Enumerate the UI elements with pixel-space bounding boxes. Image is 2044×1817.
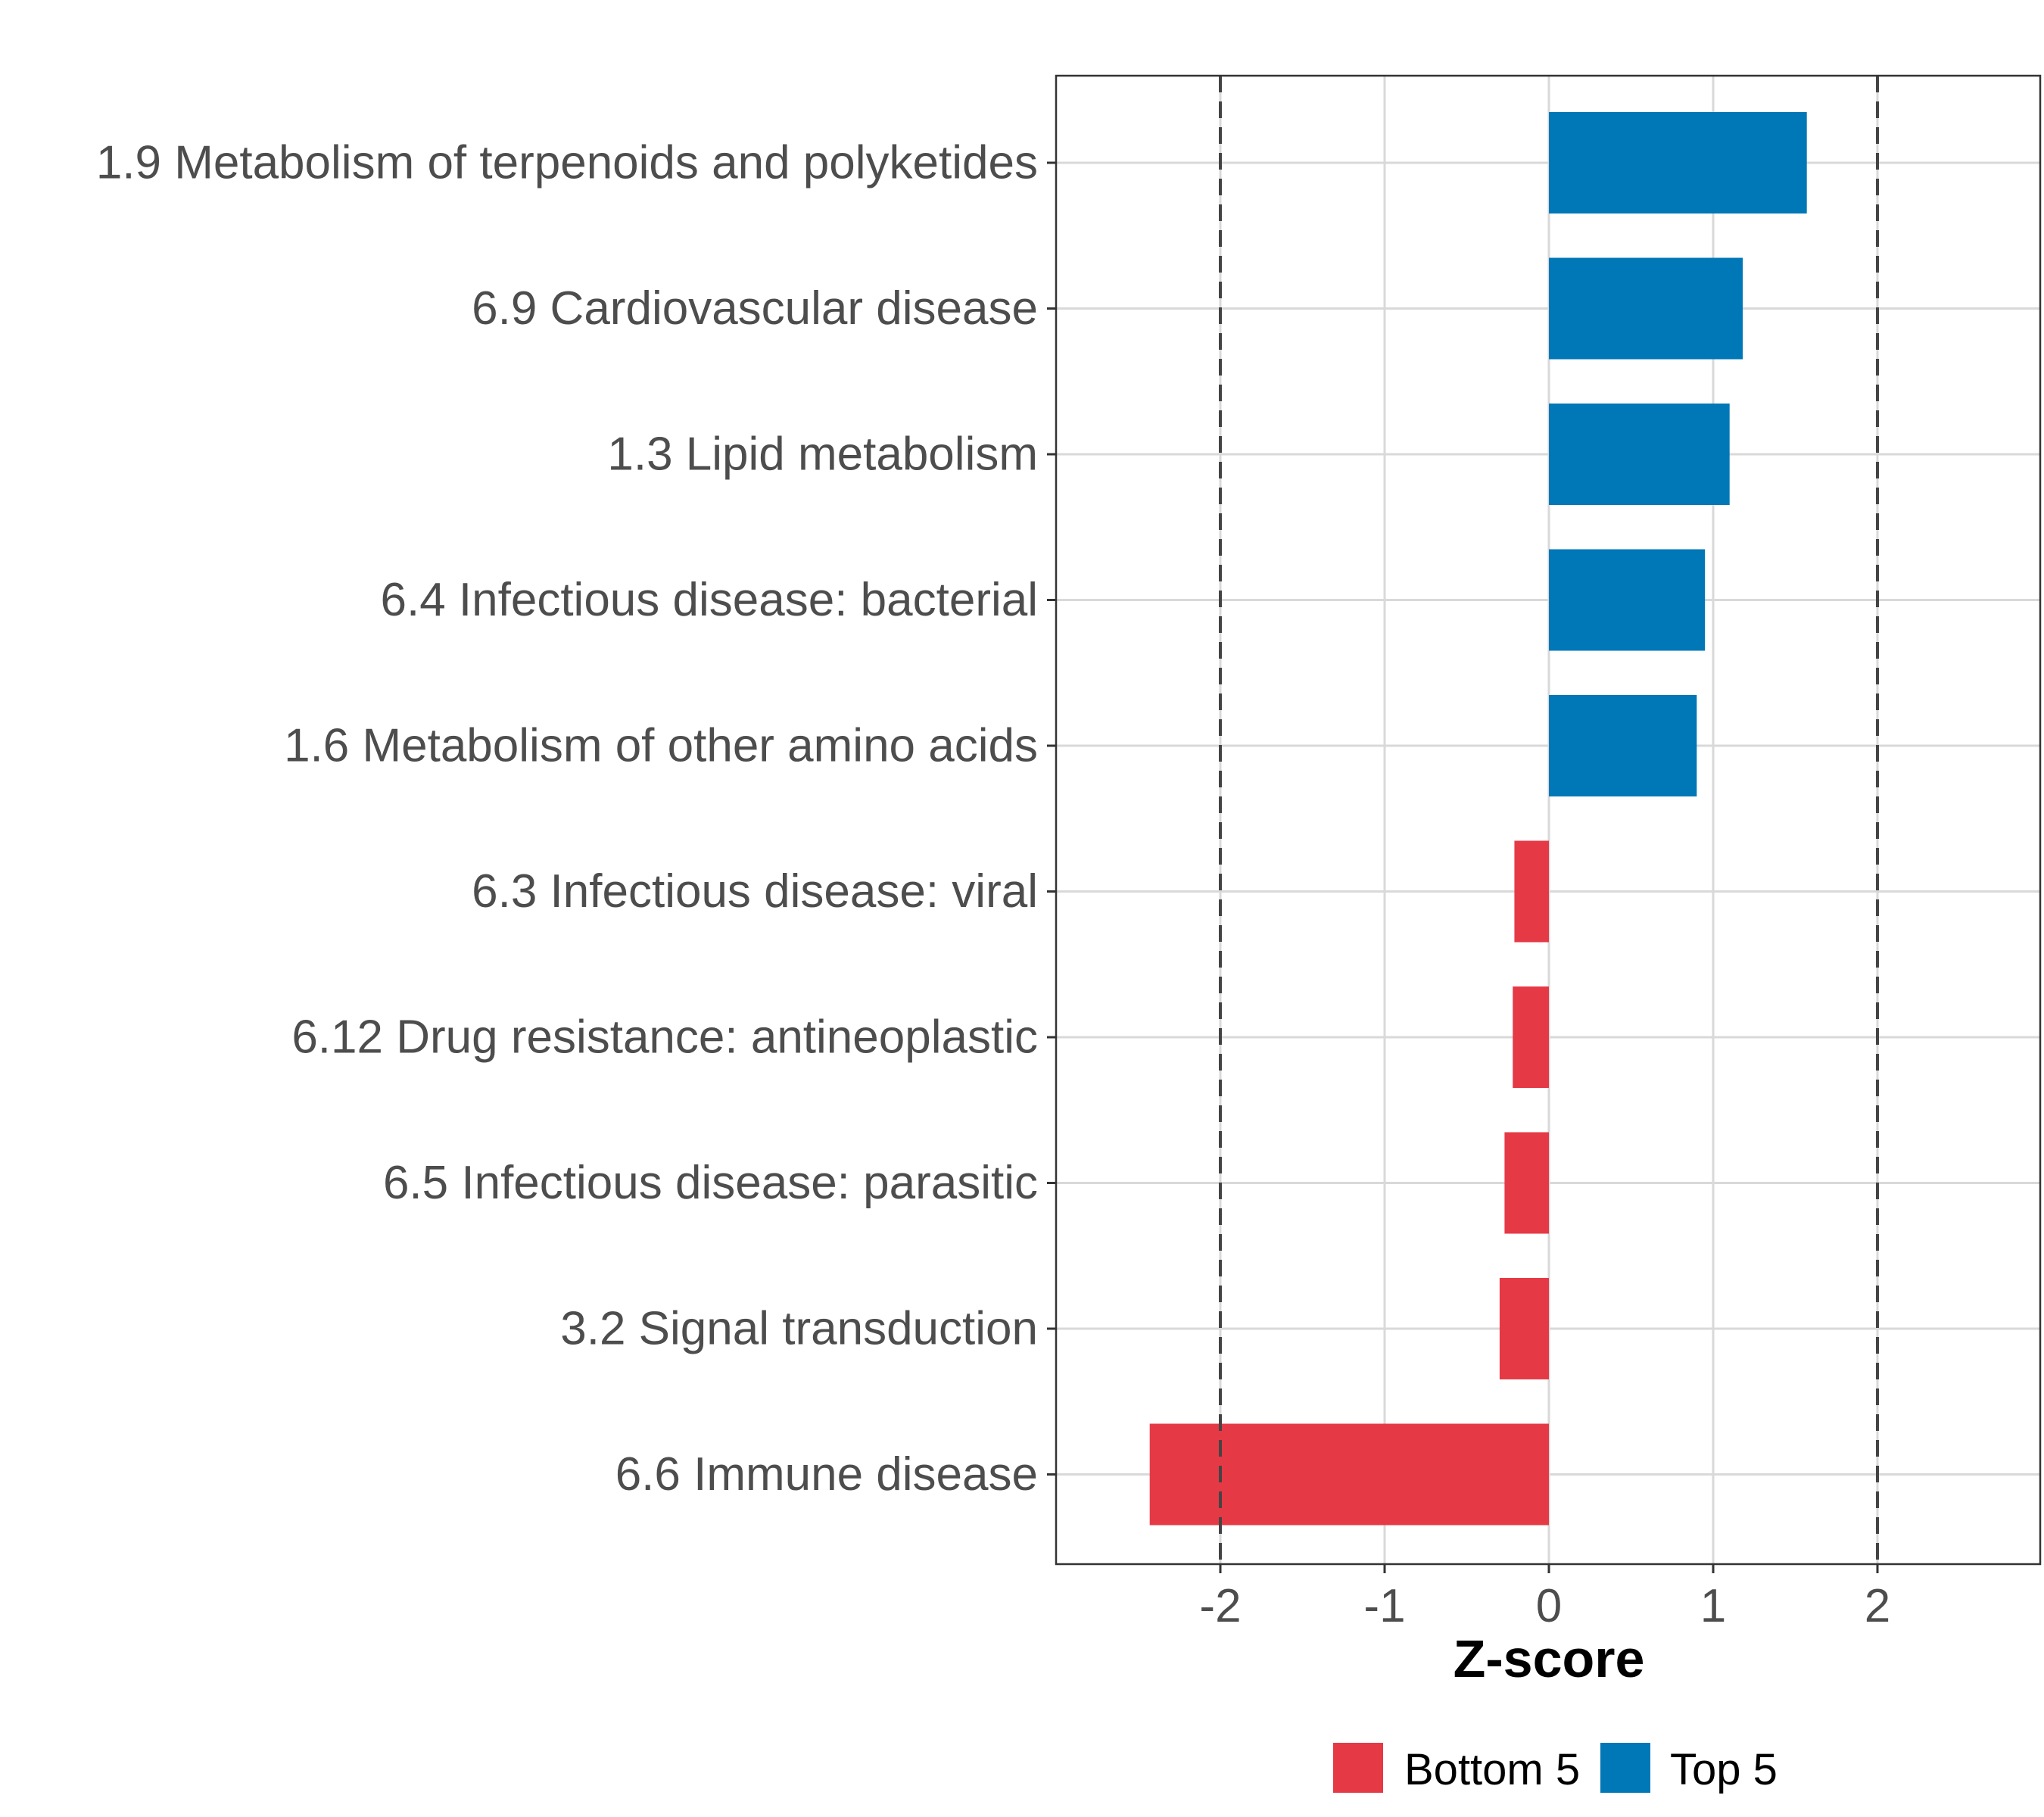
- bar-6-9-cardiovascular-disease: [1549, 257, 1743, 360]
- legend-label-bottom-5: Bottom 5: [1404, 1745, 1580, 1794]
- bar-6-4-infectious-disease-bacterial: [1549, 549, 1706, 651]
- category-label-1-9-metabolism-of-terpenoids-and-polyketides: 1.9 Metabolism of terpenoids and polyket…: [96, 137, 1038, 189]
- legend-swatch-bottom-5: [1333, 1743, 1383, 1793]
- bar-1-6-metabolism-of-other-amino-acids: [1549, 695, 1697, 796]
- x-tick-label--1: -1: [1363, 1580, 1405, 1632]
- reference-lines: [1219, 76, 1879, 1564]
- category-label-6-12-drug-resistance-antineoplastic: 6.12 Drug resistance: antineoplastic: [291, 1011, 1038, 1064]
- bar-6-5-infectious-disease-parasitic: [1504, 1132, 1549, 1234]
- x-tick-label-2: 2: [1865, 1580, 1890, 1632]
- x-axis-title: Z-score: [1454, 1629, 1645, 1688]
- bar-6-12-drug-resistance-antineoplastic: [1513, 986, 1549, 1088]
- bar-1-3-lipid-metabolism: [1549, 404, 1730, 505]
- category-label-6-3-infectious-disease-viral: 6.3 Infectious disease: viral: [472, 865, 1038, 918]
- category-label-6-9-cardiovascular-disease: 6.9 Cardiovascular disease: [472, 282, 1038, 335]
- bar-3-2-signal-transduction: [1499, 1278, 1549, 1379]
- x-tick-label-0: 0: [1536, 1580, 1562, 1632]
- category-label-3-2-signal-transduction: 3.2 Signal transduction: [560, 1303, 1038, 1355]
- bars: [1149, 112, 1807, 1526]
- legend-label-top-5: Top 5: [1670, 1745, 1778, 1794]
- bar-6-3-infectious-disease-viral: [1514, 840, 1549, 943]
- category-label-6-5-infectious-disease-parasitic: 6.5 Infectious disease: parasitic: [383, 1157, 1038, 1209]
- y-axis-labels: 1.9 Metabolism of terpenoids and polyket…: [96, 137, 1038, 1501]
- bar-1-9-metabolism-of-terpenoids-and-polyketides: [1549, 112, 1807, 213]
- y-axis-ticks: [1047, 161, 1056, 1476]
- x-axis-ticks: -2 -1 0 1 2: [1199, 1564, 1890, 1632]
- x-tick-label-1: 1: [1700, 1580, 1726, 1632]
- legend-swatch-top-5: [1600, 1743, 1650, 1793]
- legend: Bottom 5 Top 5: [1333, 1743, 1778, 1794]
- category-label-1-3-lipid-metabolism: 1.3 Lipid metabolism: [607, 429, 1038, 481]
- category-label-6-4-infectious-disease-bacterial: 6.4 Infectious disease: bacterial: [380, 574, 1038, 626]
- category-label-6-6-immune-disease: 6.6 Immune disease: [615, 1448, 1038, 1501]
- bar-6-6-immune-disease: [1149, 1423, 1549, 1526]
- category-label-1-6-metabolism-of-other-amino-acids: 1.6 Metabolism of other amino acids: [284, 720, 1038, 772]
- x-tick-label--2: -2: [1199, 1580, 1241, 1632]
